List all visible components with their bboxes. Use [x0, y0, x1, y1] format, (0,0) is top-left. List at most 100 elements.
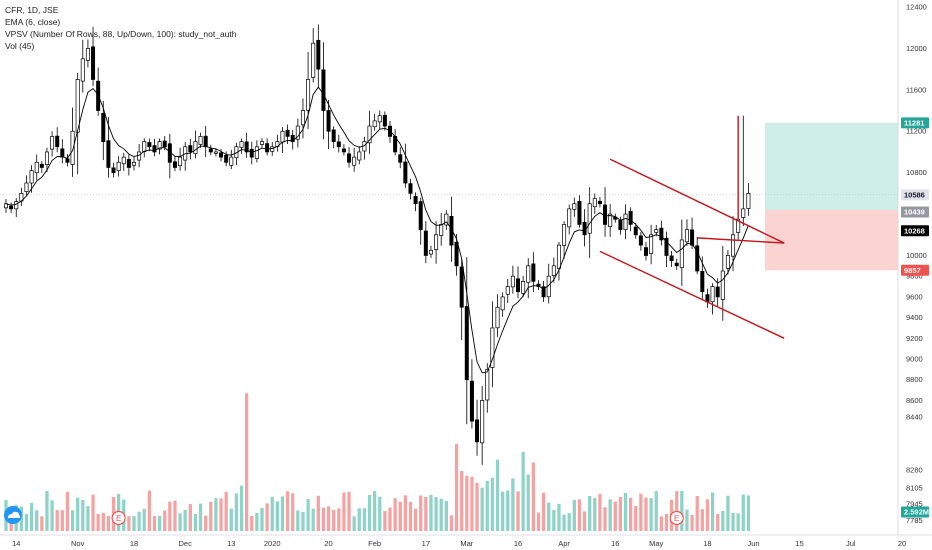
candle[interactable] [556, 242, 561, 281]
candle[interactable] [526, 258, 531, 299]
candle[interactable] [85, 39, 90, 68]
candle[interactable] [521, 275, 526, 297]
candle[interactable] [193, 130, 198, 159]
candle[interactable] [510, 265, 515, 294]
candle[interactable] [608, 204, 613, 237]
candle[interactable] [311, 28, 316, 83]
candle[interactable] [65, 154, 70, 167]
candle[interactable] [249, 141, 254, 165]
candle[interactable] [260, 138, 265, 148]
candle[interactable] [70, 107, 75, 177]
target-zone[interactable] [765, 122, 898, 211]
candle[interactable] [183, 142, 188, 171]
candle[interactable] [428, 245, 433, 258]
candle[interactable] [121, 152, 126, 171]
candle[interactable] [167, 133, 172, 179]
candle[interactable] [439, 212, 444, 246]
candle[interactable] [331, 126, 336, 149]
legend-symbol[interactable]: CFR, 1D, JSE [5, 5, 59, 15]
candle[interactable] [362, 136, 367, 160]
candle[interactable] [111, 162, 116, 178]
candle[interactable] [633, 223, 638, 239]
candle[interactable] [725, 250, 730, 275]
candle[interactable] [408, 178, 413, 200]
candle[interactable] [746, 183, 751, 216]
candle[interactable] [224, 151, 229, 167]
candle[interactable] [684, 219, 689, 246]
candle[interactable] [126, 154, 131, 176]
candle[interactable] [341, 144, 346, 156]
candle[interactable] [352, 147, 357, 172]
candle[interactable] [178, 147, 183, 171]
candle[interactable] [254, 140, 259, 163]
candle[interactable] [106, 117, 111, 178]
legend-ema[interactable]: EMA (6, close) [5, 17, 61, 27]
candle[interactable] [188, 139, 193, 160]
candle[interactable] [101, 100, 106, 161]
earnings-e-icon[interactable]: E [669, 510, 684, 526]
candle[interactable] [244, 132, 249, 158]
candle[interactable] [444, 210, 449, 230]
candle[interactable] [485, 363, 490, 413]
candle[interactable] [572, 197, 577, 217]
legend-vpsv[interactable]: VPSV (Number Of Rows, 88, Up/Down, 100):… [5, 29, 237, 39]
candle[interactable] [132, 156, 137, 171]
candle[interactable] [500, 292, 505, 317]
candle[interactable] [116, 156, 121, 177]
candle[interactable] [413, 192, 418, 212]
candle[interactable] [597, 196, 602, 208]
candle[interactable] [347, 147, 352, 168]
candle[interactable] [300, 98, 305, 139]
candle[interactable] [674, 258, 679, 270]
channel-lower-line[interactable] [599, 250, 785, 339]
candle[interactable] [208, 144, 213, 156]
candle[interactable] [367, 110, 372, 154]
candle[interactable] [592, 193, 597, 214]
candle[interactable] [562, 221, 567, 259]
candle[interactable] [24, 175, 29, 196]
candle[interactable] [377, 110, 382, 130]
candle[interactable] [239, 138, 244, 154]
candle[interactable] [720, 245, 725, 321]
candle[interactable] [679, 219, 684, 286]
candle[interactable] [505, 278, 510, 304]
candle[interactable] [50, 131, 55, 157]
candle[interactable] [423, 221, 428, 264]
candle[interactable] [705, 288, 710, 308]
candle[interactable] [75, 73, 80, 175]
candle[interactable] [152, 138, 157, 157]
candle[interactable] [664, 231, 669, 268]
candle[interactable] [326, 100, 331, 149]
candle[interactable] [290, 129, 295, 150]
candle[interactable] [382, 111, 387, 131]
candle[interactable] [643, 241, 648, 261]
candle[interactable] [55, 127, 60, 153]
candle[interactable] [80, 39, 85, 93]
candle[interactable] [731, 216, 736, 272]
candle[interactable] [275, 134, 280, 152]
candle[interactable] [234, 142, 239, 166]
stop-zone[interactable] [765, 210, 898, 271]
candle[interactable] [469, 359, 474, 429]
candle[interactable] [157, 138, 162, 155]
candle[interactable] [495, 294, 500, 338]
candle[interactable] [628, 207, 633, 232]
candle[interactable] [587, 187, 592, 258]
candle[interactable] [357, 146, 362, 165]
candle[interactable] [198, 132, 203, 148]
candle[interactable] [434, 221, 439, 264]
legend-vol[interactable]: Vol (45) [5, 41, 35, 51]
candle[interactable] [541, 281, 546, 302]
candle[interactable] [203, 126, 208, 158]
candle[interactable] [418, 197, 423, 245]
candle[interactable] [39, 161, 44, 173]
candle[interactable] [536, 280, 541, 290]
candle[interactable] [142, 138, 147, 158]
candle[interactable] [475, 399, 480, 456]
earnings-e-icon[interactable]: E [111, 510, 126, 526]
candle[interactable] [34, 154, 39, 180]
candle[interactable] [295, 118, 300, 148]
candle[interactable] [9, 202, 14, 213]
